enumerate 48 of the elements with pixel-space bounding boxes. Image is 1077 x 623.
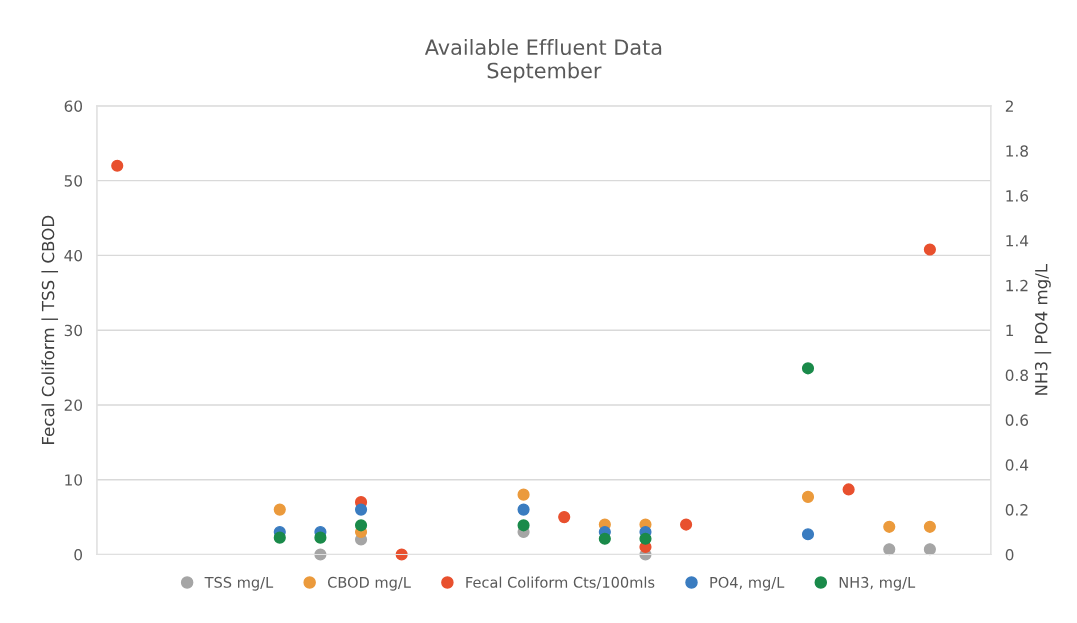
y-tick-label: 20: [64, 399, 83, 411]
y2-axis-title: NH3 | PO4 mg/L: [1034, 263, 1052, 395]
point: [883, 543, 896, 556]
point: [558, 511, 571, 524]
point: [923, 520, 936, 533]
y2-tick-label: 0.2: [1005, 504, 1028, 516]
y-axis-title: Fecal Coliform | TSS | CBOD: [41, 215, 59, 444]
point: [517, 519, 530, 532]
legend-label: CBOD mg/L: [327, 576, 411, 591]
legend-label: Fecal Coliform Cts/100mls: [466, 576, 655, 589]
point: [883, 520, 896, 533]
y-tick-label: 60: [64, 100, 83, 112]
point: [111, 159, 124, 172]
point: [517, 503, 530, 516]
point: [517, 488, 530, 501]
point: [801, 362, 815, 375]
legend-label: TSS mg/L: [204, 576, 274, 591]
y-tick-label: 30: [64, 324, 83, 337]
y2-tick-label: 2: [1005, 100, 1013, 112]
point: [923, 543, 936, 556]
y2-tick-label: 0.4: [1005, 459, 1029, 471]
point: [801, 528, 815, 541]
point: [923, 243, 936, 256]
chart-title: Available Effluent Data September: [424, 38, 662, 83]
point: [354, 519, 368, 532]
y2-tick-label: 0: [1005, 548, 1014, 561]
y-tick-label: 50: [64, 175, 83, 187]
y-tick-label: 0: [74, 548, 83, 561]
legend-label: NH3, mg/L: [839, 576, 916, 591]
legend-label: PO4, mg/L: [710, 576, 785, 591]
point: [273, 503, 286, 516]
point: [680, 518, 693, 531]
y-tick-label: 40: [64, 249, 83, 262]
y2-tick-label: 1.8: [1006, 145, 1028, 157]
point: [639, 532, 652, 545]
y2-tick-label: 0.6: [1005, 414, 1029, 426]
point: [314, 531, 327, 544]
y2-tick-label: 1.4: [1006, 235, 1029, 247]
y2-tick-label: 1: [1006, 324, 1014, 336]
point: [842, 483, 855, 496]
y-tick-label: 10: [65, 474, 83, 486]
point: [354, 503, 368, 516]
point: [598, 532, 611, 545]
y2-tick-label: 1.2: [1006, 279, 1028, 292]
y2-tick-label: 0.8: [1005, 369, 1028, 382]
y2-tick-label: 1.6: [1006, 190, 1029, 202]
point: [801, 490, 815, 503]
point: [273, 531, 286, 544]
